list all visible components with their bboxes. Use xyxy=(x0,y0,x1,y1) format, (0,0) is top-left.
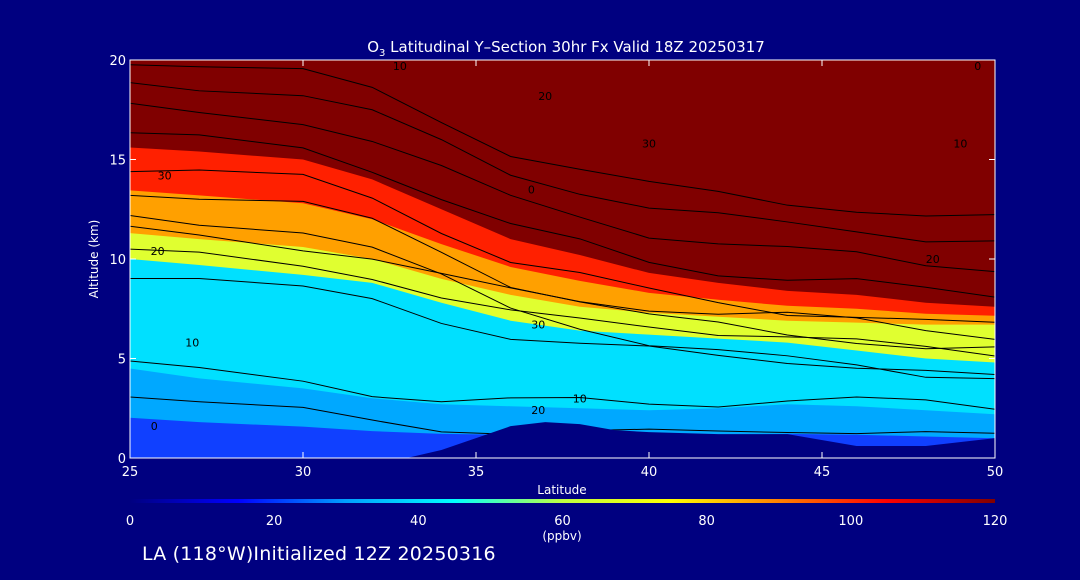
colorbar-tick-label: 100 xyxy=(838,514,863,529)
contour-label: 20 xyxy=(538,90,552,103)
y-axis: 0 5 10 15 20 xyxy=(109,54,995,467)
colorbar-tick-label: 20 xyxy=(266,514,283,529)
contour-label: 30 xyxy=(642,138,656,151)
contour-labels: 10 0 20 30 10 30 0 20 20 30 10 20 10 0 xyxy=(151,60,982,433)
colorbar-tick-label: 80 xyxy=(698,514,715,529)
y-tick-label: 10 xyxy=(109,253,126,268)
x-tick-label: 25 xyxy=(122,465,139,480)
contour-label: 30 xyxy=(531,319,545,332)
x-axis-label: Latitude xyxy=(537,483,586,497)
y-tick-label: 15 xyxy=(109,154,126,169)
contour-label: 0 xyxy=(528,183,535,196)
y-tick-label: 20 xyxy=(109,54,126,69)
colorbar-ticks: 0 20 40 60 80 100 120 xyxy=(126,514,1008,529)
contour-mid-0 xyxy=(130,277,995,375)
x-tick-label: 35 xyxy=(468,465,485,480)
x-tick-label: 30 xyxy=(295,465,312,480)
contour-label: 20 xyxy=(926,253,940,266)
chart-title: O3 Latitudinal Y–Section 30hr Fx Valid 1… xyxy=(367,38,765,59)
contour-label: 20 xyxy=(151,245,165,258)
contour-upper-3 xyxy=(130,132,995,298)
y-tick-label: 5 xyxy=(118,353,126,368)
contour-lines xyxy=(130,64,995,435)
x-tick-label: 40 xyxy=(641,465,658,480)
x-tick-label: 45 xyxy=(814,465,831,480)
contour-label: 30 xyxy=(158,169,172,182)
colorbar-tick-label: 120 xyxy=(983,514,1008,529)
footer-caption: LA (118°W)Initialized 12Z 20250316 xyxy=(142,543,496,565)
colorbar xyxy=(130,499,995,503)
contour-label: 0 xyxy=(151,420,158,433)
colorbar-tick-label: 40 xyxy=(410,514,427,529)
contour-low-1 xyxy=(130,360,995,410)
y-axis-label: Altitude (km) xyxy=(87,220,101,299)
chart-title-subscript: 3 xyxy=(379,48,385,59)
ozone-field xyxy=(130,60,995,458)
colorbar-tick-label: 0 xyxy=(126,514,134,529)
colorbar-units: (ppbv) xyxy=(542,529,581,543)
contour-label: 10 xyxy=(393,60,407,73)
contour-upper-6 xyxy=(130,64,995,217)
chart-title-rest: Latitudinal Y–Section 30hr Fx Valid 18Z … xyxy=(385,38,764,56)
contour-label: 10 xyxy=(185,337,199,350)
x-tick-label: 50 xyxy=(987,465,1004,480)
y-tick-label: 0 xyxy=(118,452,126,467)
colorbar-tick-label: 60 xyxy=(554,514,571,529)
contour-mid-1 xyxy=(130,248,995,357)
x-axis: 25 30 35 40 45 50 xyxy=(122,60,1004,480)
contour-label: 10 xyxy=(953,138,967,151)
chart-title-prefix: O xyxy=(367,38,379,56)
contour-upper-0 xyxy=(130,214,995,380)
contour-label: 10 xyxy=(573,392,587,405)
contour-mid-2 xyxy=(130,225,995,340)
contour-upper-4 xyxy=(130,102,995,273)
terrain-shape xyxy=(406,422,995,458)
contour-label: 20 xyxy=(531,404,545,417)
contour-label: 0 xyxy=(974,60,981,73)
field-band-120 xyxy=(130,60,995,307)
terrain-mask xyxy=(406,422,995,458)
contour-upper-5 xyxy=(130,82,995,243)
